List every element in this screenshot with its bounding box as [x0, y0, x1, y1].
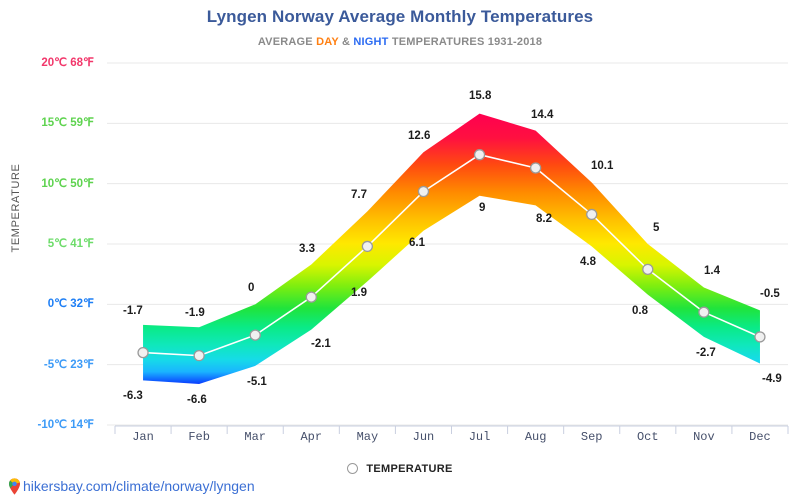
circle-outline-icon: [347, 462, 359, 474]
low-value-label: -4.9: [762, 373, 782, 385]
data-point-marker[interactable]: [754, 331, 766, 343]
high-value-label: 0: [248, 282, 255, 294]
x-axis-line: [107, 424, 789, 434]
data-point-marker[interactable]: [137, 346, 149, 359]
high-value-label: 7.7: [351, 189, 367, 201]
data-point-marker[interactable]: [249, 329, 261, 341]
low-value-label: -5.1: [247, 376, 267, 388]
high-value-label: -1.9: [185, 307, 205, 319]
data-point-marker[interactable]: [305, 291, 317, 303]
chart-subtitle: AVERAGE DAY & NIGHT TEMPERATURES 1931-20…: [0, 36, 800, 48]
x-tick-label-apr: Apr: [300, 430, 323, 444]
data-point-markers: [137, 149, 766, 362]
y-tick-label: 0℃ 32℉: [47, 298, 94, 311]
mean-line: [142, 153, 761, 357]
x-tick-label-jul: Jul: [468, 430, 491, 444]
low-value-label: 6.1: [409, 237, 425, 249]
y-tick-label: 10℃ 50℉: [41, 177, 94, 190]
y-tick-label: 15℃ 59℉: [41, 117, 94, 130]
x-tick-label-mar: Mar: [244, 430, 266, 444]
high-value-label: 10.1: [591, 160, 614, 172]
high-value-label: -1.7: [123, 305, 143, 317]
data-point-marker[interactable]: [473, 149, 486, 161]
high-value-label: 15.8: [469, 90, 492, 102]
subtitle-amp: &: [338, 36, 354, 48]
data-point-marker[interactable]: [529, 162, 542, 174]
high-value-label: 14.4: [531, 109, 554, 121]
high-value-label: 3.3: [299, 243, 315, 255]
x-tick-label-sep: Sep: [580, 430, 603, 444]
x-tick-label-jan: Jan: [132, 430, 154, 444]
temperature-range-band: [143, 113, 760, 384]
y-tick-label: 20℃ 68℉: [41, 57, 94, 69]
subtitle-post: TEMPERATURES 1931-2018: [388, 36, 543, 48]
high-value-label: 12.6: [408, 130, 431, 142]
low-value-label: 9: [479, 202, 486, 214]
high-value-label: -0.5: [760, 288, 780, 300]
data-point-marker[interactable]: [417, 185, 430, 198]
x-tick-label-feb: Feb: [188, 430, 210, 444]
x-tick-label-dec: Dec: [749, 430, 771, 444]
low-value-label: -6.6: [187, 394, 207, 406]
data-point-marker[interactable]: [586, 208, 598, 221]
high-value-label: 1.4: [704, 265, 720, 277]
high-value-label: 5: [653, 222, 660, 234]
x-tick-label-nov: Nov: [693, 430, 715, 444]
low-value-label: -2.7: [696, 347, 716, 359]
chart-legend[interactable]: TEMPERATURE: [0, 462, 800, 475]
data-point-marker[interactable]: [193, 349, 205, 362]
map-pin-icon: [8, 478, 21, 495]
low-value-label: 1.9: [351, 287, 367, 299]
x-tick-label-jun: Jun: [412, 430, 435, 444]
low-value-label: 8.2: [536, 213, 552, 225]
low-value-label: 4.8: [580, 256, 596, 268]
data-point-marker[interactable]: [642, 263, 654, 275]
x-tick-label-oct: Oct: [636, 430, 659, 444]
subtitle-night: NIGHT: [353, 36, 389, 48]
x-tick-label-may: May: [356, 430, 379, 444]
x-tick-label-aug: Aug: [524, 430, 547, 444]
low-value-label: 0.8: [632, 305, 648, 317]
y-tick-label: 5℃ 41℉: [47, 238, 94, 250]
page-title: Lyngen Norway Average Monthly Temperatur…: [206, 7, 594, 26]
data-point-marker[interactable]: [698, 306, 710, 318]
y-tick-label: -5℃ 23℉: [43, 358, 94, 371]
legend-label: TEMPERATURE: [366, 463, 453, 475]
subtitle-day: DAY: [316, 36, 339, 48]
low-value-label: -6.3: [123, 390, 143, 402]
y-tick-label: -10℃ 14℉: [37, 419, 94, 431]
low-value-label: -2.1: [311, 338, 331, 350]
range-band: [143, 113, 760, 384]
mean-temperature-line: [142, 153, 761, 357]
source-link[interactable]: hikersbay.com/climate/norway/lyngen: [8, 478, 255, 495]
subtitle-pre: AVERAGE: [257, 36, 317, 48]
data-point-marker[interactable]: [361, 240, 374, 253]
source-url: hikersbay.com/climate/norway/lyngen: [23, 478, 255, 494]
